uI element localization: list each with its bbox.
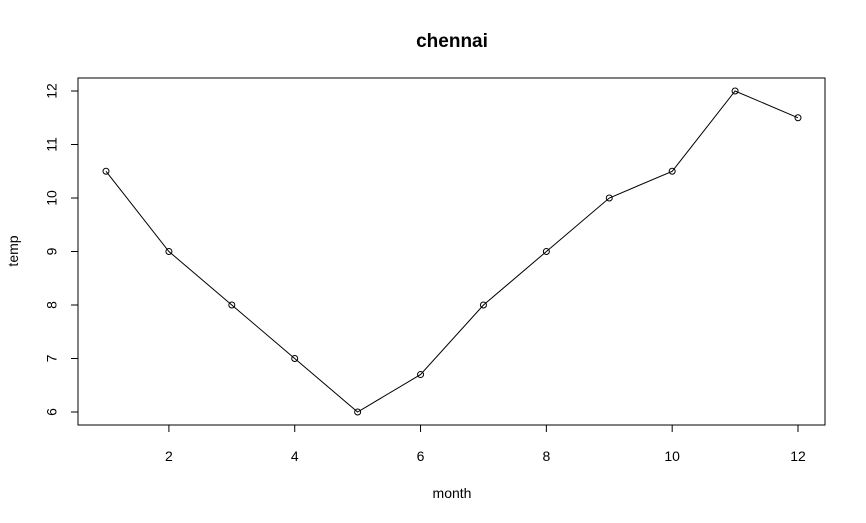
data-point (731, 87, 739, 95)
x-tick-label: 10 (664, 448, 680, 464)
data-point (102, 167, 110, 175)
data-point (417, 371, 425, 379)
data-point (291, 355, 299, 362)
y-axis: 6 7 8 9 10 11 12 (44, 83, 78, 416)
y-tick-label: 8 (44, 301, 60, 309)
data-point (228, 301, 236, 309)
y-tick-label: 6 (44, 408, 60, 416)
x-tick-label: 12 (790, 448, 806, 464)
y-tick-label: 11 (44, 137, 60, 152)
x-tick-label: 4 (291, 448, 299, 464)
plot-frame (77, 77, 826, 426)
y-tick-label: 10 (44, 190, 60, 206)
y-axis-label: temp (5, 235, 21, 266)
data-point (794, 114, 802, 122)
series-line (105, 90, 799, 413)
x-axis: 2 4 6 8 10 12 (165, 425, 806, 464)
data-points (102, 87, 802, 416)
x-axis-label: month (433, 485, 472, 501)
data-point (542, 248, 550, 255)
data-point (479, 301, 487, 309)
data-point (354, 408, 362, 416)
chart-title: chennai (416, 31, 488, 52)
y-tick-label: 9 (44, 247, 60, 255)
x-tick-label: 8 (542, 448, 550, 464)
data-point (605, 194, 613, 202)
x-tick-label: 6 (417, 448, 425, 464)
x-tick-label: 2 (165, 448, 173, 464)
y-tick-label: 7 (44, 354, 60, 362)
data-point (668, 167, 676, 175)
data-point (165, 248, 173, 255)
y-tick-label: 12 (44, 83, 60, 99)
